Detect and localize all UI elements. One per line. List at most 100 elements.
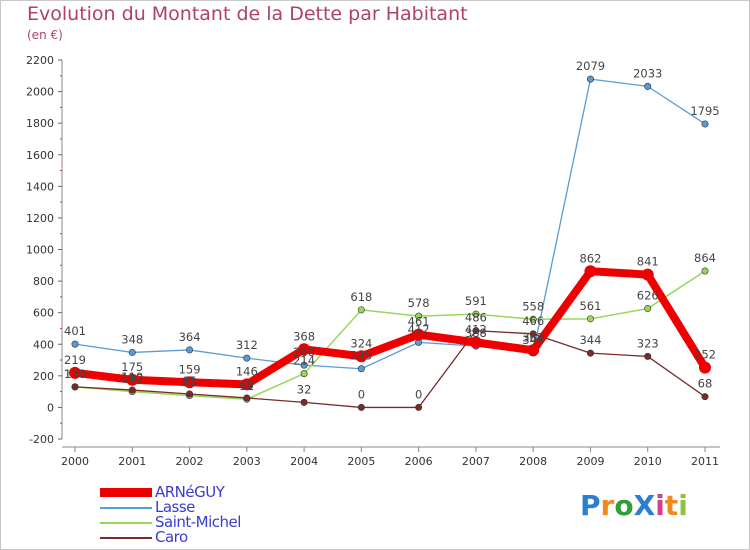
- data-point: [357, 403, 365, 411]
- data-label: 864: [694, 251, 716, 265]
- data-label: 252: [694, 348, 716, 362]
- data-point: [644, 305, 652, 313]
- data-point: [357, 365, 365, 373]
- data-label: 558: [522, 299, 544, 313]
- data-label: 175: [121, 360, 143, 374]
- data-label: 841: [637, 255, 659, 269]
- x-tick-label: 2009: [576, 455, 604, 468]
- data-point: [183, 376, 196, 389]
- y-tick-label: 600: [33, 307, 54, 320]
- y-tick-label: 2000: [26, 86, 54, 99]
- data-label: 2079: [576, 59, 605, 73]
- data-label: 245: [350, 349, 372, 363]
- data-label: 2033: [633, 66, 662, 80]
- y-tick-label: 200: [33, 370, 54, 383]
- data-label: 52: [239, 379, 254, 393]
- chart-title: Evolution du Montant de la Dette par Hab…: [27, 3, 468, 25]
- x-tick-label: 2008: [519, 455, 547, 468]
- x-tick-label: 2011: [691, 455, 719, 468]
- legend-swatch-saint-michel: [100, 522, 152, 524]
- logo-letter: X: [633, 489, 656, 522]
- data-label: 486: [465, 311, 487, 325]
- y-tick-label: 2200: [26, 54, 54, 67]
- data-label: 110: [121, 370, 143, 384]
- logo-letter: r: [600, 489, 615, 522]
- data-point: [641, 268, 654, 281]
- logo-letter: o: [614, 489, 634, 522]
- data-point: [644, 352, 652, 360]
- series-line-lasse: [74, 78, 706, 370]
- data-label: 323: [637, 336, 659, 350]
- data-point: [701, 120, 709, 128]
- data-point: [529, 315, 537, 323]
- data-label: 862: [579, 251, 601, 265]
- data-label: 561: [579, 299, 601, 313]
- data-point: [357, 306, 365, 314]
- data-label: 388: [465, 326, 487, 340]
- x-tick-label: 2000: [61, 455, 89, 468]
- legend-label-arneguy: ARNéGUY: [155, 483, 225, 501]
- data-point: [415, 403, 423, 411]
- data-label: 130: [64, 367, 86, 381]
- data-label: 100: [121, 372, 143, 386]
- logo-letter: P: [580, 489, 601, 522]
- data-label: 130: [64, 367, 86, 381]
- data-point: [699, 361, 711, 374]
- series-line-caro: [74, 330, 706, 409]
- data-label: 60: [239, 378, 254, 392]
- data-label: 591: [465, 294, 487, 308]
- data-point: [298, 343, 311, 356]
- data-point: [126, 373, 139, 386]
- proxiti-logo: ProXiti: [580, 489, 688, 522]
- data-point: [128, 386, 136, 394]
- data-point: [586, 315, 594, 323]
- chart-subtitle: (en €): [27, 28, 63, 42]
- data-point: [586, 75, 594, 83]
- data-point: [586, 349, 594, 357]
- data-label: 268: [293, 345, 315, 359]
- data-label: 626: [637, 289, 659, 303]
- data-point: [584, 265, 597, 278]
- data-point: [472, 310, 480, 318]
- data-point: [243, 394, 251, 402]
- data-point: [644, 82, 652, 90]
- data-point: [240, 378, 253, 391]
- x-tick-label: 2006: [405, 455, 433, 468]
- data-point: [186, 346, 194, 354]
- data-point: [529, 330, 537, 338]
- data-label: 344: [579, 333, 601, 347]
- data-label: 412: [408, 322, 430, 336]
- data-point: [469, 336, 482, 349]
- y-tick-label: 0: [47, 401, 54, 414]
- y-tick-label: 1600: [26, 149, 54, 162]
- data-label: 461: [408, 315, 430, 329]
- data-point: [71, 383, 79, 391]
- data-point: [300, 398, 308, 406]
- data-label: 618: [350, 290, 372, 304]
- y-tick-label: 1200: [26, 212, 54, 225]
- data-point: [300, 361, 308, 369]
- data-point: [355, 350, 368, 363]
- series-line-arn-guy: [71, 267, 709, 389]
- data-label: 345: [522, 333, 544, 347]
- legend-swatch-arneguy: [100, 488, 152, 497]
- x-tick-label: 2005: [347, 455, 375, 468]
- y-tick-label: -200: [29, 433, 54, 446]
- legend-label-lasse: Lasse: [155, 498, 195, 516]
- x-tick-label: 2003: [233, 455, 261, 468]
- data-label: 75: [182, 376, 197, 390]
- data-point: [128, 348, 136, 356]
- x-tick-label: 2002: [176, 455, 204, 468]
- data-point: [415, 312, 423, 320]
- data-point: [701, 393, 709, 401]
- series-line-saint-michel: [74, 270, 706, 400]
- legend-label-saint-michel: Saint-Michel: [155, 513, 241, 531]
- data-label: 401: [64, 324, 86, 338]
- data-point: [243, 354, 251, 362]
- data-point: [186, 390, 194, 398]
- data-label: 68: [698, 377, 713, 391]
- data-label: 348: [121, 332, 143, 346]
- data-label: 0: [415, 387, 422, 401]
- legend-swatch-lasse: [100, 507, 152, 509]
